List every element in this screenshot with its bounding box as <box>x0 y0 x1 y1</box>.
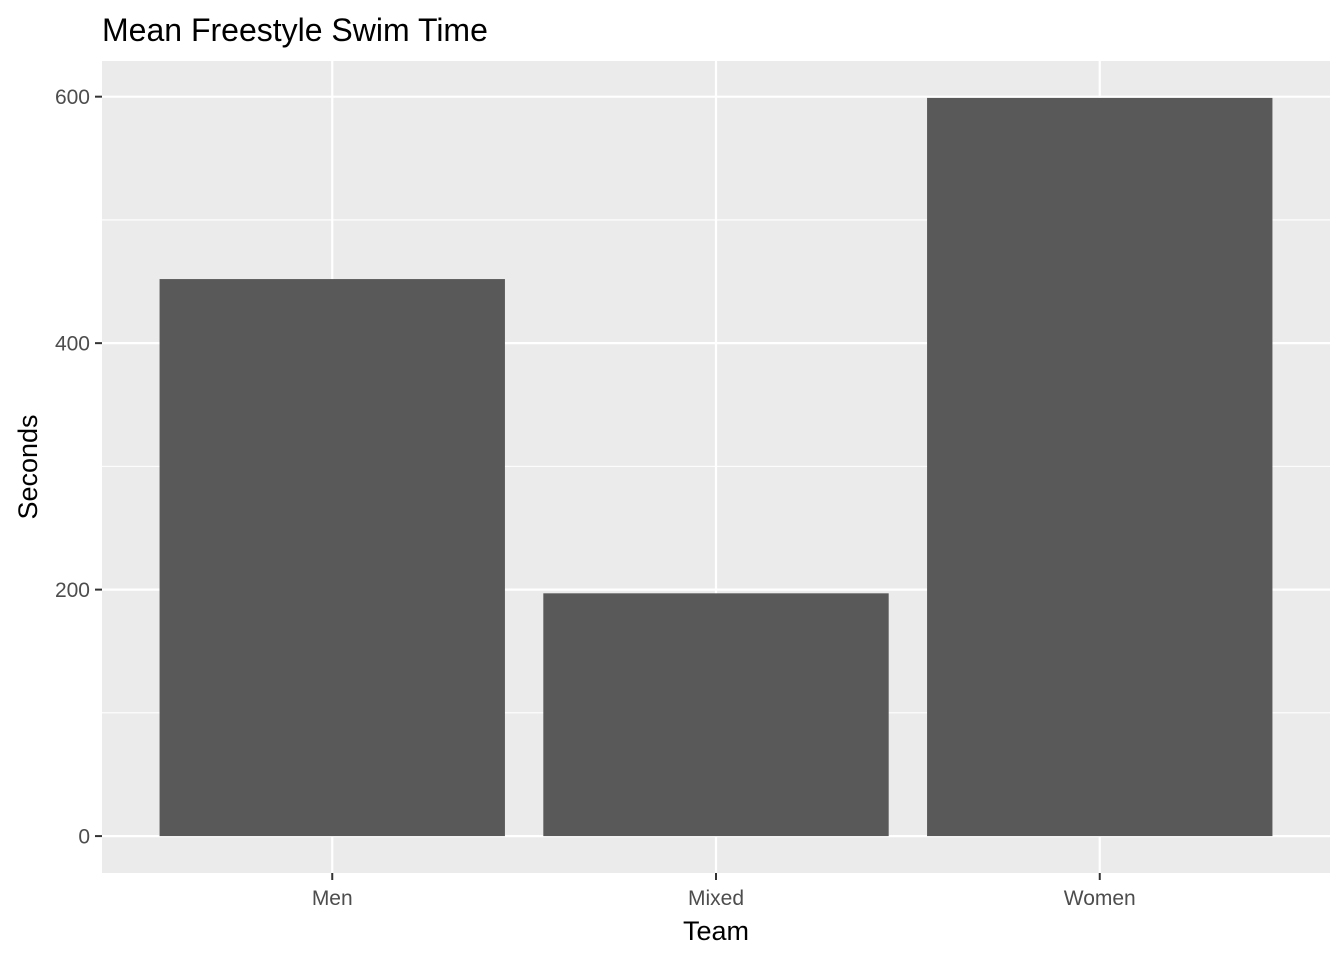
y-tick-label: 0 <box>78 826 90 849</box>
y-tick-label: 400 <box>55 333 90 356</box>
y-axis: 0 200 400 600 <box>55 86 102 849</box>
x-axis-title: Team <box>683 916 749 946</box>
bar-men <box>159 279 505 837</box>
y-tick-label: 600 <box>55 86 90 109</box>
bar-mixed <box>543 593 889 837</box>
x-tick-label: Mixed <box>688 887 744 910</box>
x-tick-label: Men <box>312 887 353 910</box>
bars <box>159 97 1273 837</box>
bar-women <box>927 97 1273 837</box>
x-axis: Men Mixed Women <box>312 873 1136 910</box>
chart-title: Mean Freestyle Swim Time <box>102 12 488 48</box>
y-axis-title: Seconds <box>13 414 43 519</box>
x-tick-label: Women <box>1064 887 1136 910</box>
y-tick-label: 200 <box>55 579 90 602</box>
